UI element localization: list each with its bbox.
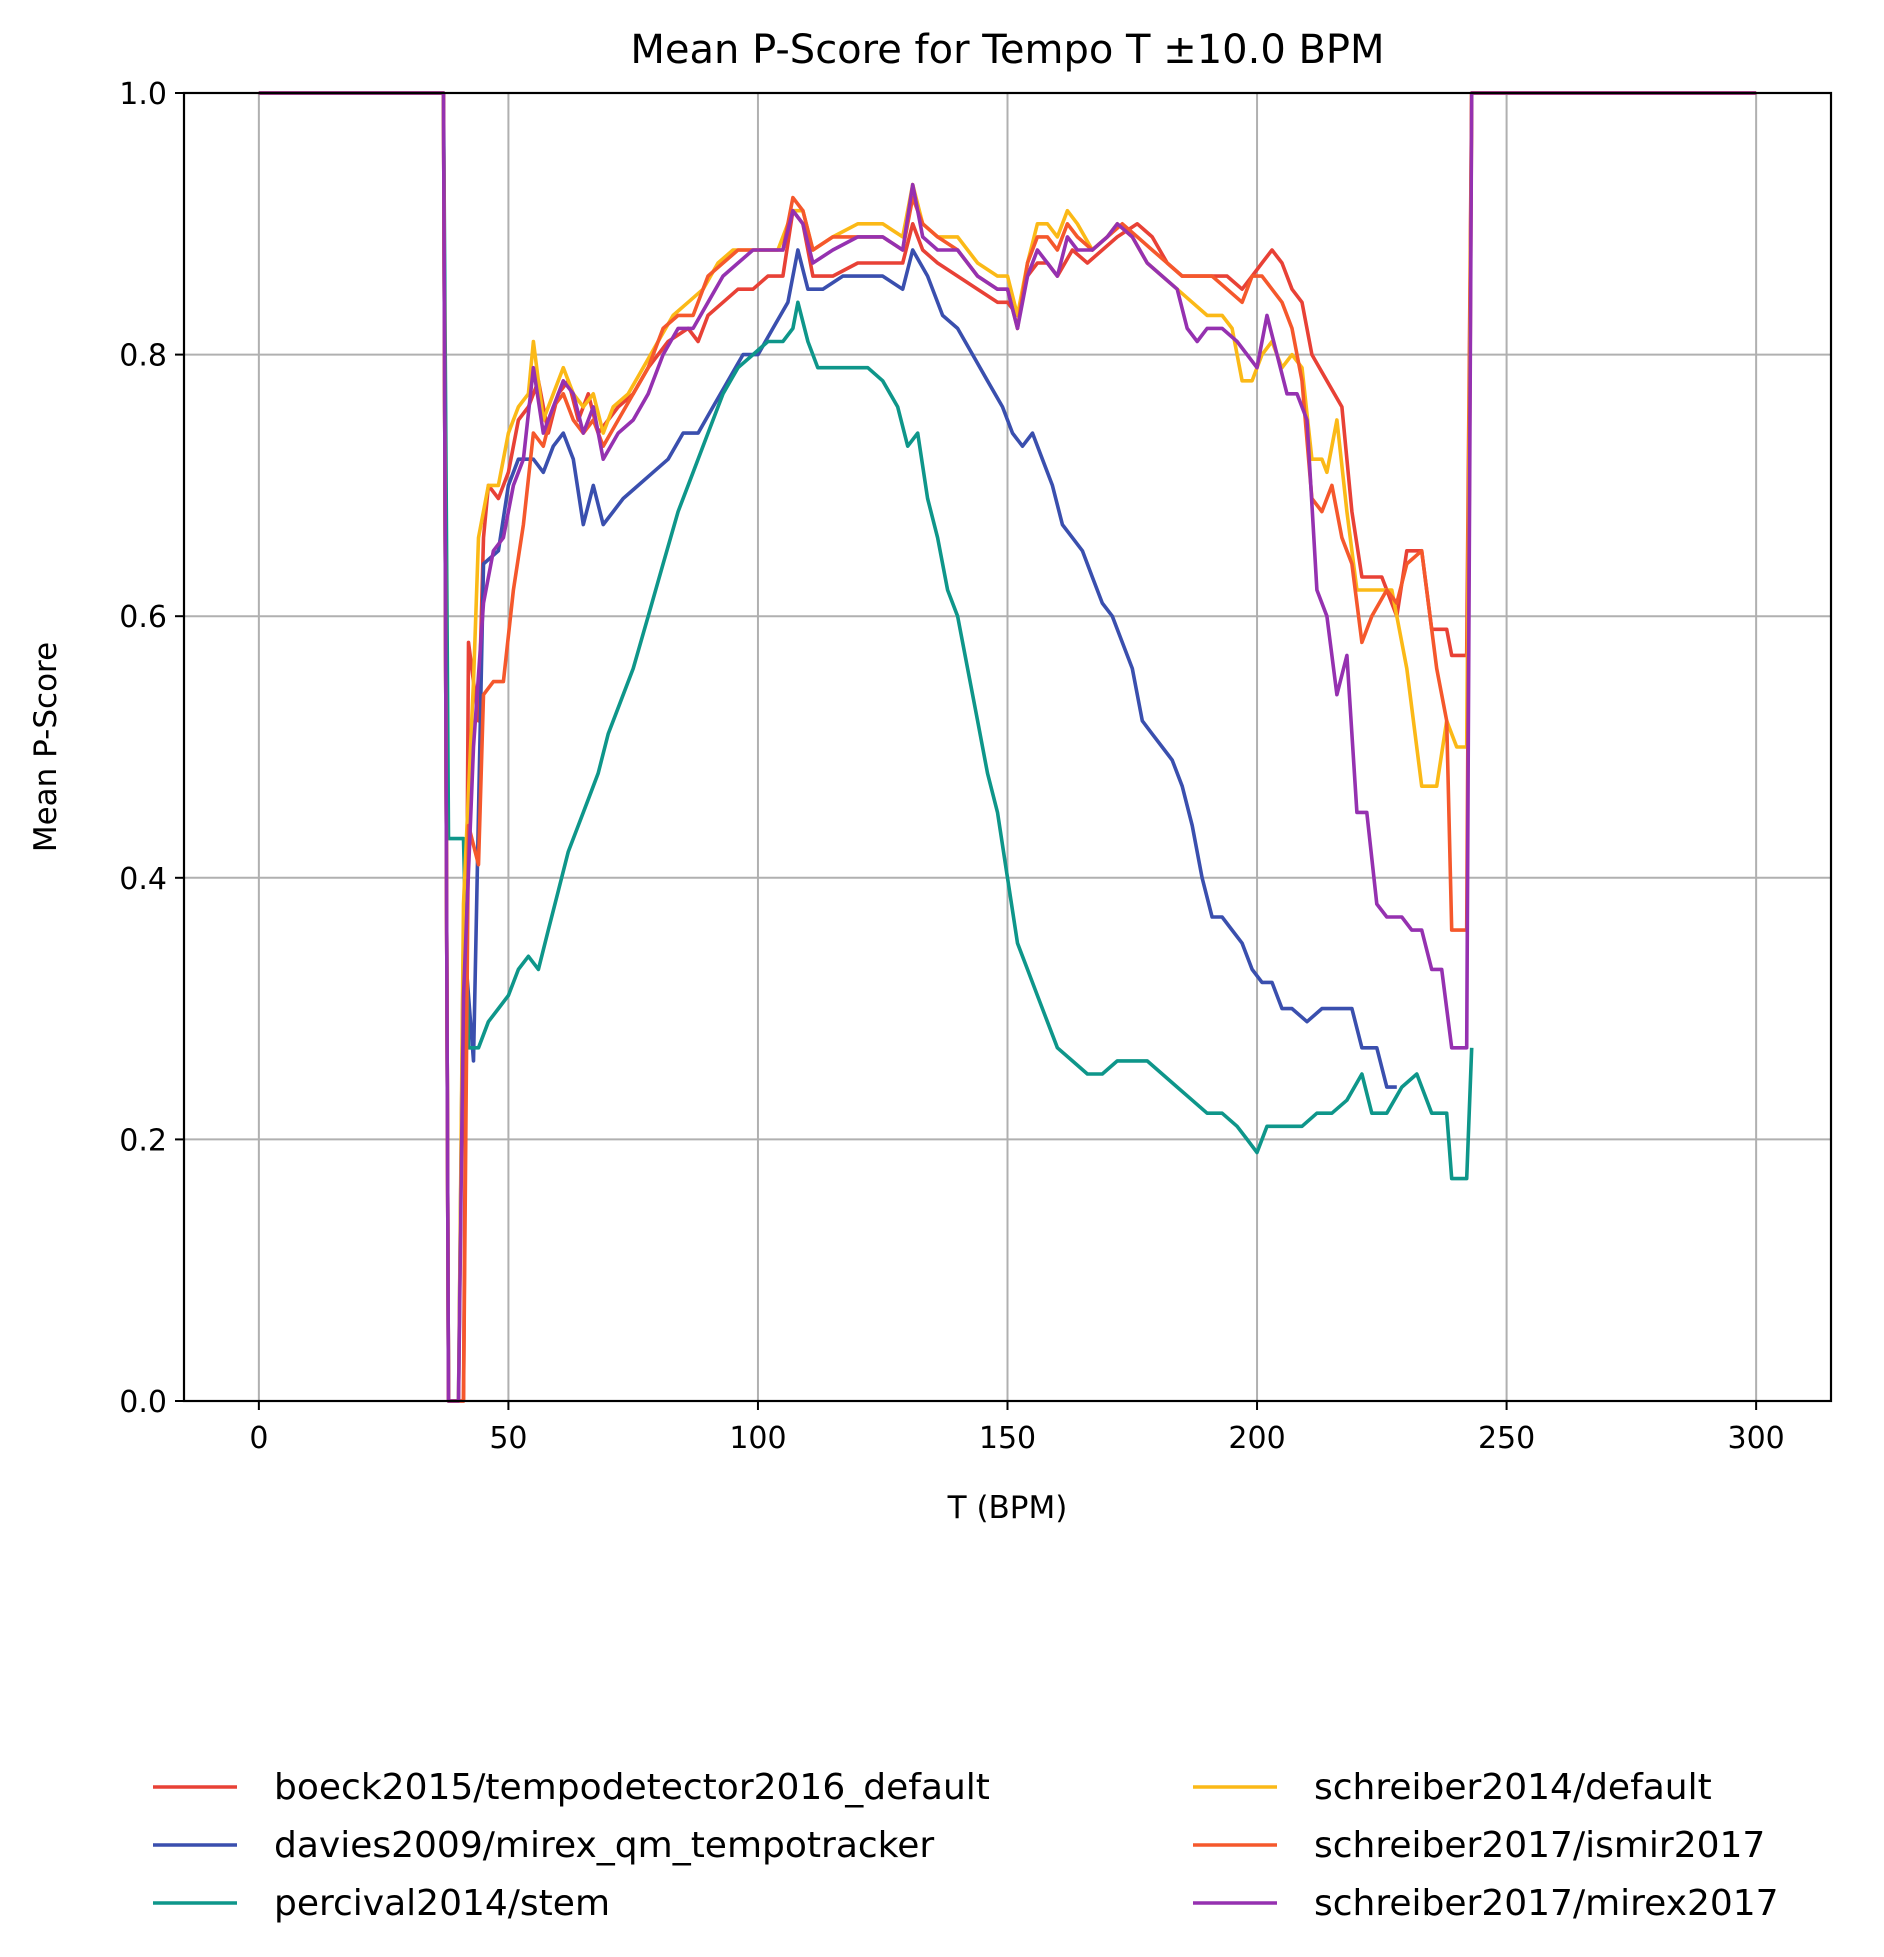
legend: boeck2015/tempodetector2016_defaultdavie… xyxy=(153,1767,1779,1924)
series-lines xyxy=(258,91,1757,1403)
series-line xyxy=(258,91,1757,1403)
y-axis-label: Mean P-Score xyxy=(28,642,64,852)
y-tick-label: 0.8 xyxy=(119,339,167,374)
y-tick-label: 0.0 xyxy=(119,1385,167,1420)
x-tick-label: 50 xyxy=(489,1421,527,1456)
y-tick-label: 0.2 xyxy=(119,1123,167,1158)
series-line xyxy=(258,91,1397,1403)
x-tick-label: 0 xyxy=(249,1421,268,1456)
chart-title: Mean P-Score for Tempo T ±10.0 BPM xyxy=(630,27,1384,73)
series-line xyxy=(258,91,1474,1181)
legend-label: percival2014/stem xyxy=(274,1883,610,1924)
x-tick-label: 250 xyxy=(1478,1421,1535,1456)
x-tick-label: 100 xyxy=(729,1421,786,1456)
axis-ticks: 0 50 100 150 200 250 300 0.0 0.2 0.4 0.6 0.8 1.0 xyxy=(119,77,1784,1456)
y-tick-label: 1.0 xyxy=(119,77,167,112)
legend-label: schreiber2017/ismir2017 xyxy=(1314,1825,1765,1866)
legend-label: schreiber2014/default xyxy=(1314,1767,1712,1808)
y-tick-label: 0.4 xyxy=(119,862,167,897)
y-tick-label: 0.6 xyxy=(119,600,167,635)
x-tick-label: 200 xyxy=(1228,1421,1285,1456)
x-tick-label: 150 xyxy=(979,1421,1036,1456)
x-axis-label: T (BPM) xyxy=(947,1490,1068,1526)
series-line xyxy=(258,91,1757,1403)
legend-label: davies2009/mirex_qm_tempotracker xyxy=(274,1825,934,1866)
x-tick-label: 300 xyxy=(1728,1421,1785,1456)
legend-label: schreiber2017/mirex2017 xyxy=(1314,1883,1779,1924)
legend-label: boeck2015/tempodetector2016_default xyxy=(274,1767,990,1808)
